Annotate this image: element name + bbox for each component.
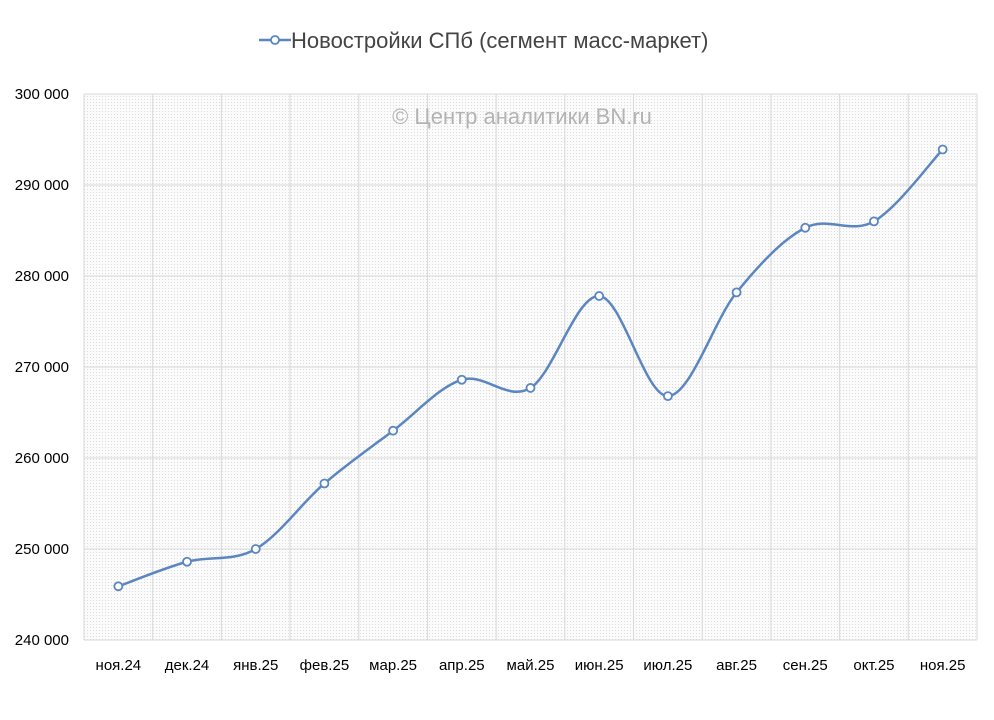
data-point — [731, 287, 742, 298]
data-point — [869, 216, 879, 227]
y-tick-label: 260 000 — [15, 450, 69, 467]
x-tick-label: окт.25 — [853, 657, 894, 674]
x-tick-label: ноя.24 — [96, 657, 142, 674]
y-tick-label: 280 000 — [15, 268, 69, 285]
x-tick-label: мар.25 — [369, 657, 417, 674]
data-point — [937, 144, 948, 155]
data-point — [182, 556, 192, 567]
data-point — [250, 544, 261, 554]
x-tick-label: сен.25 — [783, 657, 828, 674]
y-tick-label: 240 000 — [15, 632, 69, 649]
data-point — [525, 383, 536, 393]
legend-point-marker — [270, 35, 280, 45]
x-tick-label: июн.25 — [575, 657, 624, 674]
watermark-text: © Центр аналитики BN.ru — [392, 104, 652, 129]
y-tick-label: 270 000 — [15, 359, 69, 376]
data-point — [113, 581, 124, 592]
x-tick-label: май.25 — [507, 657, 555, 674]
x-tick-label: дек.24 — [165, 657, 210, 674]
y-axis-ticks: 240 000 250 000 260 000 270 000 280 000 290 0… — [15, 86, 69, 649]
x-tick-label: авг.25 — [716, 657, 757, 674]
x-axis-ticks: ноя.24 дек.24 янв.25 фев.25 мар.25 апр.25 май.… — [96, 657, 966, 674]
data-point — [594, 291, 605, 301]
data-point — [456, 374, 467, 385]
series-layer — [113, 144, 948, 592]
x-tick-label: апр.25 — [439, 657, 485, 674]
data-point — [800, 222, 811, 233]
data-point — [662, 391, 673, 402]
x-tick-label: фев.25 — [300, 657, 350, 674]
data-point — [388, 425, 399, 436]
x-tick-label: янв.25 — [233, 657, 278, 674]
x-tick-label: ноя.25 — [920, 657, 966, 674]
legend: Новостройки СПб (сегмент масс-маркет) — [259, 28, 708, 53]
legend-label: Новостройки СПб (сегмент масс-маркет) — [291, 28, 708, 53]
y-tick-label: 290 000 — [15, 177, 69, 194]
gridlines — [83, 93, 978, 641]
y-tick-label: 250 000 — [15, 541, 69, 558]
data-point — [319, 478, 330, 489]
y-tick-label: 300 000 — [15, 86, 69, 103]
x-tick-label: июл.25 — [643, 657, 692, 674]
